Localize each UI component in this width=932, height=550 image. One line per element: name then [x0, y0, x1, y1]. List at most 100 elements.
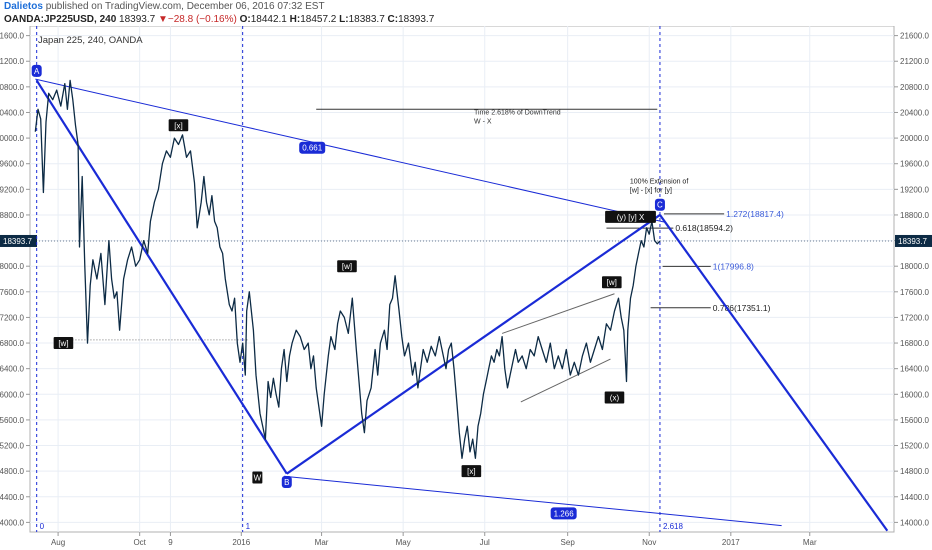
right-tick-label: 14000.0	[900, 518, 929, 527]
wave-label-box	[604, 391, 625, 404]
right-tick-label: 17600.0	[900, 288, 929, 297]
right-tick-label: 15600.0	[900, 416, 929, 425]
wave-line	[286, 214, 661, 475]
time-axis[interactable]: Aug Oct 9 2016 Mar May Jul Sep Nov 2017 Mar	[51, 532, 817, 547]
time-tick-label: Sep	[561, 538, 576, 547]
time-tick-label: Jul	[480, 538, 490, 547]
publish-date: published on TradingView.com, December 0…	[45, 1, 325, 12]
left-tick-label: 20800.0	[0, 83, 25, 92]
right-last-price-tag-text: 18393.7	[898, 237, 927, 246]
right-tick-label: 20400.0	[900, 108, 929, 117]
left-tick-label: 21600.0	[0, 32, 25, 41]
time-tick-label: Mar	[803, 538, 817, 547]
wave-label-box	[31, 64, 42, 77]
time-tick-label: Oct	[133, 538, 146, 547]
right-last-price-tag	[895, 234, 932, 247]
fib-time-label: 1	[246, 522, 251, 531]
trendline	[284, 475, 782, 527]
price-chart[interactable]: 14000.0 14400.0 14800.0 15200.0 15600.0 16000…	[0, 26, 932, 550]
ratio-badge	[299, 141, 326, 154]
left-tick-label: 16000.0	[0, 390, 25, 399]
ohlc-info: OANDA:JP225USD, 240 18393.7 ▼−28.8 (−0.1…	[4, 14, 434, 25]
right-tick-label: 16400.0	[900, 365, 929, 374]
close-value: 18393.7	[398, 14, 435, 25]
trendline	[35, 78, 665, 223]
left-tick-label: 17600.0	[0, 288, 25, 297]
wave-label-box	[252, 471, 263, 484]
left-last-price-tag	[0, 234, 37, 247]
fib-time-label: 0	[40, 522, 45, 531]
high-label: H:	[289, 14, 301, 25]
left-tick-label: 16400.0	[0, 365, 25, 374]
right-tick-label: 21600.0	[900, 32, 929, 41]
time-tick-label: Mar	[315, 538, 329, 547]
time-tick-label: 2017	[722, 538, 740, 547]
extension-note-text: 100% Extension of	[630, 178, 688, 185]
right-tick-label: 19200.0	[900, 185, 929, 194]
left-tick-label: 15600.0	[0, 416, 25, 425]
right-price-axis[interactable]: 14000.0 14400.0 14800.0 15200.0 15600.0 16000…	[894, 32, 929, 528]
wave-label-text: (x)	[610, 393, 620, 402]
chart-background	[0, 26, 932, 550]
right-tick-label: 14400.0	[900, 493, 929, 502]
wave-label-box	[605, 210, 656, 223]
left-price-axis: 14000.0 14400.0 14800.0 15200.0 15600.0 16000…	[0, 32, 30, 527]
left-tick-label: 19200.0	[0, 185, 25, 194]
wave-label-box	[168, 119, 189, 132]
left-tick-label: 14400.0	[0, 493, 25, 502]
open-label: O:	[239, 14, 251, 25]
right-tick-label: 20800.0	[900, 83, 929, 92]
right-tick-label: 21200.0	[900, 57, 929, 66]
wave-label-text: B	[284, 478, 289, 487]
chart-title: Japan 225, 240, OANDA	[38, 35, 143, 46]
author-link[interactable]: Dalietos	[4, 1, 43, 12]
right-tick-label: 16800.0	[900, 339, 929, 348]
left-tick-label: 16800.0	[0, 339, 25, 348]
wedge-line	[520, 358, 611, 403]
time-tick-label: May	[396, 538, 411, 547]
grid	[30, 26, 894, 532]
high-value: 18457.2	[300, 14, 337, 25]
ratio-text: 0.661	[302, 144, 323, 153]
open-value: 18442.1	[250, 14, 287, 25]
fib-level-label: 1.272(18817.4)	[726, 209, 784, 219]
annotations: 18393.7 18393.7 0 1 2.618 Time 2.618% of Down…	[0, 26, 932, 532]
wave-label-text: A	[34, 67, 40, 76]
left-tick-label: 17200.0	[0, 313, 25, 322]
down-arrow-icon: ▼	[157, 14, 168, 25]
left-last-price-tag-text: 18393.7	[3, 237, 32, 246]
time-tick-label: Aug	[51, 538, 65, 547]
wave-label-text: [w]	[58, 339, 68, 348]
fib-level-label: 0.618(18594.2)	[675, 223, 733, 233]
low-value: 18383.7	[348, 14, 385, 25]
wave-label-text: C	[657, 201, 663, 210]
price-change: −28.8 (−0.16%)	[167, 14, 237, 25]
left-tick-label: 18800.0	[0, 211, 25, 220]
wave-label-text: [x]	[467, 467, 475, 476]
left-tick-label: 19600.0	[0, 160, 25, 169]
wave-label-box	[337, 260, 357, 273]
time-tick-label: Nov	[642, 538, 656, 547]
time-annotation-text: Time 2.618% of DownTrend	[474, 109, 561, 116]
left-tick-label: 15200.0	[0, 442, 25, 451]
price-line	[34, 79, 661, 459]
price-series	[34, 79, 661, 459]
wave-label-text: W	[254, 474, 262, 483]
wave-label-text: [x]	[174, 121, 182, 130]
left-tick-label: 20000.0	[0, 134, 25, 143]
wave-label-text: [w]	[607, 278, 617, 287]
ratio-badge	[550, 507, 577, 520]
left-tick-label: 21200.0	[0, 57, 25, 66]
left-tick-label: 14800.0	[0, 467, 25, 476]
ratio-text: 1.266	[554, 509, 575, 518]
wave-label-text: (y) [y] X	[617, 213, 645, 222]
time-tick-label: 2016	[232, 538, 250, 547]
left-tick-label: 20400.0	[0, 108, 25, 117]
plot-frame	[29, 26, 895, 533]
wave-line	[659, 214, 889, 532]
left-tick-label: 14000.0	[0, 518, 25, 527]
right-tick-label: 18800.0	[900, 211, 929, 220]
right-tick-label: 19600.0	[900, 160, 929, 169]
right-tick-label: 20000.0	[900, 134, 929, 143]
time-tick-label: 9	[168, 538, 173, 547]
